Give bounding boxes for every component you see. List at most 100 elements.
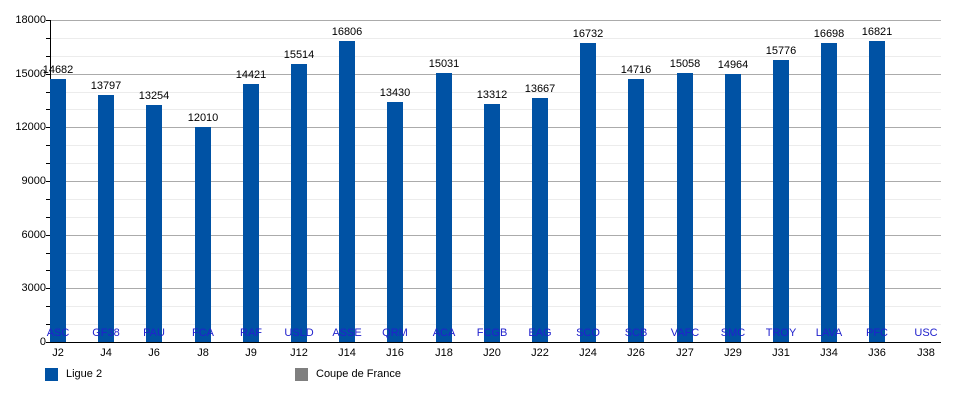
matchday-label: J22 [531, 347, 549, 359]
bar [146, 105, 162, 342]
y-axis-tick [46, 56, 50, 57]
bar-value-label: 14421 [235, 69, 267, 81]
team-code-label: PAU [143, 327, 165, 339]
bar [339, 41, 355, 342]
coupe-de-france-swatch-icon [295, 367, 308, 381]
bar-value-label: 13312 [476, 89, 508, 101]
y-axis-tick [46, 288, 50, 289]
bar-value-label: 16806 [331, 26, 363, 38]
matchday-label: J8 [197, 347, 209, 359]
bar-value-label: 15776 [765, 45, 797, 57]
y-axis-label: 18000 [15, 14, 46, 26]
matchday-label: J4 [100, 347, 112, 359]
bar-value-label: 15514 [283, 49, 315, 61]
bar [50, 79, 66, 342]
bar [195, 127, 211, 342]
team-code-label: USLD [284, 327, 314, 339]
y-axis-tick [46, 181, 50, 182]
bar-value-label: 13430 [379, 87, 411, 99]
y-axis-tick [46, 163, 50, 164]
bar [532, 98, 548, 342]
legend-item-coupe-de-france[interactable]: Coupe de France [295, 366, 401, 382]
y-axis-tick [46, 270, 50, 271]
matchday-label: J31 [772, 347, 790, 359]
y-axis-tick [46, 74, 50, 75]
team-code-label: FCGB [476, 327, 508, 339]
matchday-label: J9 [245, 347, 257, 359]
y-axis-tick [46, 92, 50, 93]
team-code-label: SMC [720, 327, 746, 339]
bar-value-label: 16821 [861, 26, 893, 38]
bar-value-label: 15058 [669, 58, 701, 70]
bar-value-label: 13797 [90, 80, 122, 92]
legend-label-ligue2: Ligue 2 [66, 368, 103, 380]
y-axis-tick [46, 324, 50, 325]
y-axis-tick [46, 235, 50, 236]
x-axis-line [50, 342, 941, 343]
matchday-label: J20 [483, 347, 501, 359]
bar-value-label: 12010 [187, 112, 219, 124]
matchday-label: J2 [52, 347, 64, 359]
bar [484, 104, 500, 342]
matchday-label: J27 [676, 347, 694, 359]
y-axis-tick [46, 342, 50, 343]
team-code-label: ASSE [332, 327, 362, 339]
gridline-major [50, 20, 941, 21]
bar [436, 73, 452, 342]
bar [243, 84, 259, 342]
y-axis-tick [46, 217, 50, 218]
y-axis-label: 15000 [15, 68, 46, 80]
y-axis-tick [46, 145, 50, 146]
team-code-label: FCA [192, 327, 214, 339]
bar [773, 60, 789, 342]
bar-value-label: 16732 [572, 28, 604, 40]
y-axis-tick [46, 253, 50, 254]
matchday-label: J34 [820, 347, 838, 359]
matchday-label: J38 [917, 347, 935, 359]
team-code-label: VAFC [670, 327, 700, 339]
matchday-label: J26 [627, 347, 645, 359]
matchday-label: J24 [579, 347, 597, 359]
y-axis-tick [46, 38, 50, 39]
bar-value-label: 14682 [42, 64, 74, 76]
gridline-minor [50, 56, 941, 57]
team-code-label: SCO [576, 327, 600, 339]
ligue2-swatch-icon [45, 367, 58, 381]
matchday-label: J36 [868, 347, 886, 359]
bar [869, 41, 885, 342]
gridline-minor [50, 92, 941, 93]
chart-legend: Ligue 2 Coupe de France [0, 366, 960, 386]
matchday-label: J14 [338, 347, 356, 359]
team-code-label: EAG [528, 327, 552, 339]
team-code-label: RAF [240, 327, 262, 339]
y-axis-tick [46, 306, 50, 307]
y-axis-label: 9000 [21, 175, 46, 187]
bar [628, 79, 644, 342]
bar [580, 43, 596, 342]
y-axis-tick [46, 109, 50, 110]
legend-item-ligue2[interactable]: Ligue 2 [45, 366, 102, 382]
team-code-label: PFC [866, 327, 888, 339]
bar-value-label: 14716 [620, 64, 652, 76]
team-code-label: GF38 [92, 327, 120, 339]
y-axis-tick [46, 199, 50, 200]
team-code-label: QRM [382, 327, 408, 339]
bar-value-label: 15031 [428, 58, 460, 70]
matchday-label: J12 [290, 347, 308, 359]
y-axis-label: 3000 [21, 282, 46, 294]
bar [677, 73, 693, 342]
bar-value-label: 13254 [138, 90, 170, 102]
y-axis-tick [46, 20, 50, 21]
team-code-label: LAVA [815, 327, 843, 339]
team-code-label: TROY [765, 327, 797, 339]
legend-label-coupe-de-france: Coupe de France [316, 368, 401, 380]
matchday-label: J18 [435, 347, 453, 359]
bar [291, 64, 307, 342]
team-code-label: SCB [624, 327, 648, 339]
team-code-label: ASC [46, 327, 70, 339]
team-code-label: USC [914, 327, 938, 339]
bar [98, 95, 114, 342]
bar-value-label: 13667 [524, 83, 556, 95]
matchday-label: J16 [386, 347, 404, 359]
